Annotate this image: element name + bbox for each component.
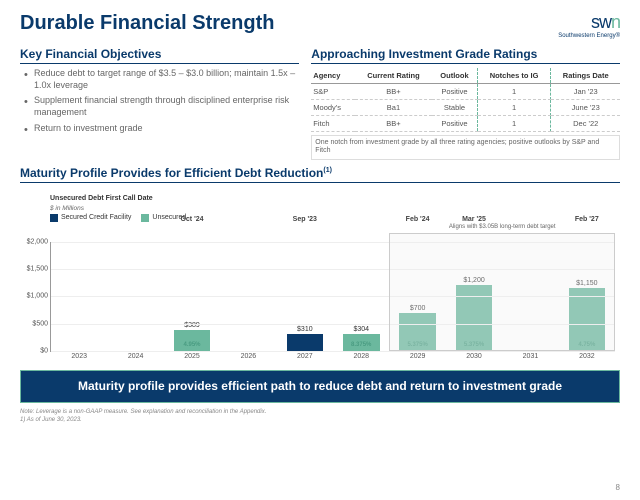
page-number: 8 bbox=[616, 483, 620, 492]
x-axis-label: 2026 bbox=[220, 353, 276, 360]
objectives-title: Key Financial Objectives bbox=[20, 47, 299, 64]
page-title: Durable Financial Strength bbox=[20, 12, 274, 35]
x-axis-label: 2032 bbox=[559, 353, 615, 360]
list-item: Supplement financial strength through di… bbox=[24, 95, 299, 118]
table-row: S&PBB+Positive1Jan '23 bbox=[311, 84, 620, 100]
maturity-chart: 20232024 $3894.95% 20252026 $310 2027 $3048.3… bbox=[20, 224, 620, 364]
x-axis-label: 2029 bbox=[389, 353, 445, 360]
ratings-title: Approaching Investment Grade Ratings bbox=[311, 47, 620, 64]
callout-label: Oct '24 bbox=[180, 216, 203, 223]
table-header: Outlook bbox=[432, 68, 477, 84]
y-axis-label: $1,500 bbox=[27, 266, 51, 273]
objectives-list: Reduce debt to target range of $3.5 – $3… bbox=[20, 68, 299, 134]
callout-label: Feb '27 bbox=[575, 216, 599, 223]
table-header: Notches to IG bbox=[477, 68, 551, 84]
x-axis-label: 2024 bbox=[107, 353, 163, 360]
company-logo: swn Southwestern Energy® bbox=[558, 12, 620, 39]
table-header: Ratings Date bbox=[551, 68, 620, 84]
footnotes: Note: Leverage is a non-GAAP measure. Se… bbox=[20, 409, 620, 425]
callout-label: Mar '25 bbox=[462, 216, 486, 223]
x-axis-label: 2025 bbox=[164, 353, 220, 360]
y-axis-label: $1,000 bbox=[27, 293, 51, 300]
bar: $310 bbox=[287, 334, 324, 351]
x-axis-label: 2027 bbox=[277, 353, 333, 360]
summary-banner: Maturity profile provides efficient path… bbox=[20, 370, 620, 404]
legend-item: Secured Credit Facility bbox=[50, 214, 131, 222]
x-axis-label: 2030 bbox=[446, 353, 502, 360]
ratings-table: AgencyCurrent RatingOutlookNotches to IG… bbox=[311, 68, 620, 132]
bar: $3048.375% bbox=[343, 334, 380, 351]
x-axis-label: 2031 bbox=[502, 353, 558, 360]
y-axis-label: $2,000 bbox=[27, 238, 51, 245]
target-box: Aligns with $3.05B long-term debt target bbox=[389, 233, 615, 351]
ratings-note: One notch from investment grade by all t… bbox=[311, 135, 620, 160]
bar: $3894.95% bbox=[174, 330, 211, 351]
table-header: Current Rating bbox=[355, 68, 432, 84]
y-axis-label: $0 bbox=[40, 347, 51, 354]
chart-units: $ in Millions bbox=[50, 205, 620, 212]
table-header: Agency bbox=[311, 68, 354, 84]
list-item: Reduce debt to target range of $3.5 – $3… bbox=[24, 68, 299, 91]
callout-label: Feb '24 bbox=[406, 216, 430, 223]
table-row: FitchBB+Positive1Dec '22 bbox=[311, 116, 620, 132]
chart-title: Maturity Profile Provides for Efficient … bbox=[20, 166, 620, 183]
callout-label: Sep '23 bbox=[293, 216, 317, 223]
chart-subtitle: Unsecured Debt First Call Date bbox=[50, 195, 153, 202]
x-axis-label: 2023 bbox=[51, 353, 107, 360]
list-item: Return to investment grade bbox=[24, 123, 299, 135]
y-axis-label: $500 bbox=[32, 320, 51, 327]
table-row: Moody'sBa1Stable1June '23 bbox=[311, 100, 620, 116]
x-axis-label: 2028 bbox=[333, 353, 389, 360]
chart-legend: Secured Credit FacilityUnsecured bbox=[50, 214, 620, 222]
